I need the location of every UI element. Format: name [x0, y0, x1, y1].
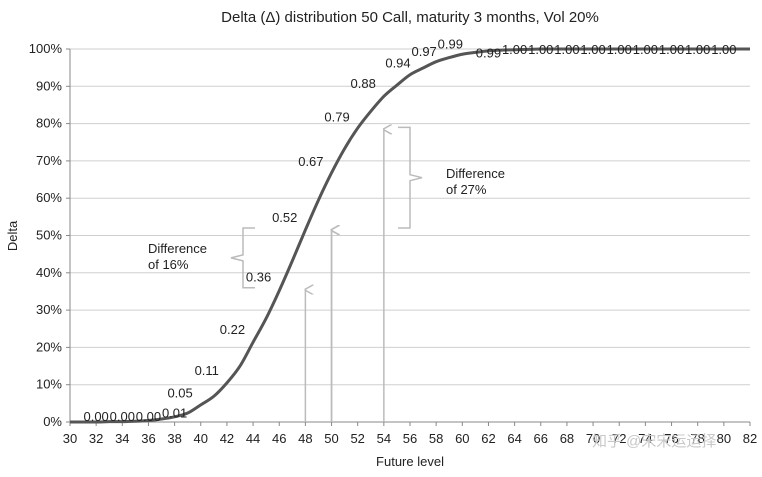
data-label-15: 0.99: [476, 46, 501, 61]
data-label-6: 0.22: [220, 322, 245, 337]
x-tick-label-6: 42: [220, 431, 234, 446]
x-tick-label-21: 72: [612, 431, 626, 446]
annotation-1-brace: [398, 126, 423, 229]
y-tick-label-7: 70%: [36, 153, 62, 168]
data-label-1: 0.00: [110, 409, 135, 424]
data-label-19: 1.00: [580, 42, 605, 57]
data-label-5: 0.11: [195, 363, 219, 378]
x-tick-label-3: 36: [141, 431, 155, 446]
data-label-0: 0.00: [83, 409, 108, 424]
annotation-0-brace: [230, 227, 255, 289]
data-label-7: 0.36: [246, 270, 271, 285]
x-tick-label-15: 60: [455, 431, 469, 446]
y-tick-label-9: 90%: [36, 78, 62, 93]
data-label-4: 0.05: [167, 385, 192, 400]
data-label-23: 1.00: [685, 42, 710, 57]
x-tick-label-22: 74: [638, 431, 652, 446]
annotation-0-text-0: Difference: [148, 241, 207, 256]
y-axis-ticks: 0% 10% 20% 30% 40% 50% 60% 70% 80% 90% 100%: [29, 41, 70, 429]
data-label-2: 0.00: [136, 409, 161, 424]
x-tick-label-1: 32: [89, 431, 103, 446]
data-label-11: 0.88: [351, 76, 376, 91]
data-label-24: 1.00: [711, 42, 736, 57]
x-axis-label: Future level: [376, 454, 444, 469]
x-axis-ticks: 30 32 34 36 38 40 42 44 46 48 50 52 54 56 58 60 62 64 66 68…: [63, 422, 757, 446]
x-tick-label-25: 80: [717, 431, 731, 446]
x-tick-label-0: 30: [63, 431, 77, 446]
x-tick-label-23: 76: [664, 431, 678, 446]
data-label-16: 1.00: [502, 42, 527, 57]
x-tick-label-2: 34: [115, 431, 129, 446]
y-tick-label-3: 30%: [36, 302, 62, 317]
x-tick-label-11: 52: [350, 431, 364, 446]
x-tick-label-5: 40: [194, 431, 208, 446]
data-label-14: 0.99: [438, 37, 463, 52]
y-tick-label-5: 50%: [36, 228, 62, 243]
y-tick-label-6: 60%: [36, 190, 62, 205]
data-labels: 0.00 0.00 0.00 0.010.050.110.220.360.520.67…: [83, 37, 736, 424]
annotation-1-text-1: of 27%: [446, 182, 487, 197]
data-label-3: 0.01: [162, 405, 187, 420]
data-label-18: 1.00: [554, 42, 579, 57]
x-tick-label-18: 66: [534, 431, 548, 446]
x-tick-label-17: 64: [507, 431, 521, 446]
y-axis-label: Delta: [5, 220, 20, 251]
x-tick-label-12: 54: [377, 431, 391, 446]
x-tick-label-4: 38: [167, 431, 181, 446]
data-label-9: 0.67: [298, 154, 323, 169]
x-tick-label-16: 62: [481, 431, 495, 446]
series-group: [69, 47, 750, 424]
y-tick-label-0: 0%: [43, 414, 62, 429]
watermark: 知乎 @宋宋运运择: [592, 433, 716, 450]
y-tick-label-4: 40%: [36, 265, 62, 280]
y-tick-label-10: 100%: [29, 41, 63, 56]
data-label-8: 0.52: [272, 210, 297, 225]
data-label-20: 1.00: [607, 42, 632, 57]
x-tick-label-20: 70: [586, 431, 600, 446]
x-tick-label-19: 68: [560, 431, 574, 446]
x-tick-label-24: 78: [690, 431, 704, 446]
x-tick-label-9: 48: [298, 431, 312, 446]
y-tick-label-2: 20%: [36, 339, 62, 354]
x-tick-label-7: 44: [246, 431, 260, 446]
data-label-12: 0.94: [385, 55, 410, 70]
data-label-17: 1.00: [528, 42, 553, 57]
data-label-13: 0.97: [411, 44, 436, 59]
x-tick-label-26: 82: [743, 431, 757, 446]
x-tick-label-10: 50: [324, 431, 338, 446]
annotation-1-text-0: Difference: [446, 166, 505, 181]
chart-title: Delta (Δ) distribution 50 Call, maturity…: [221, 9, 599, 26]
annotation-0-text-1: of 16%: [148, 257, 189, 272]
data-label-21: 1.00: [633, 42, 658, 57]
y-tick-label-8: 80%: [36, 116, 62, 131]
series-line-0: [69, 47, 750, 424]
x-tick-label-8: 46: [272, 431, 286, 446]
data-label-10: 0.79: [324, 109, 349, 124]
x-tick-label-13: 56: [403, 431, 417, 446]
y-tick-label-1: 10%: [36, 377, 62, 392]
x-tick-label-14: 58: [429, 431, 443, 446]
data-label-22: 1.00: [659, 42, 684, 57]
